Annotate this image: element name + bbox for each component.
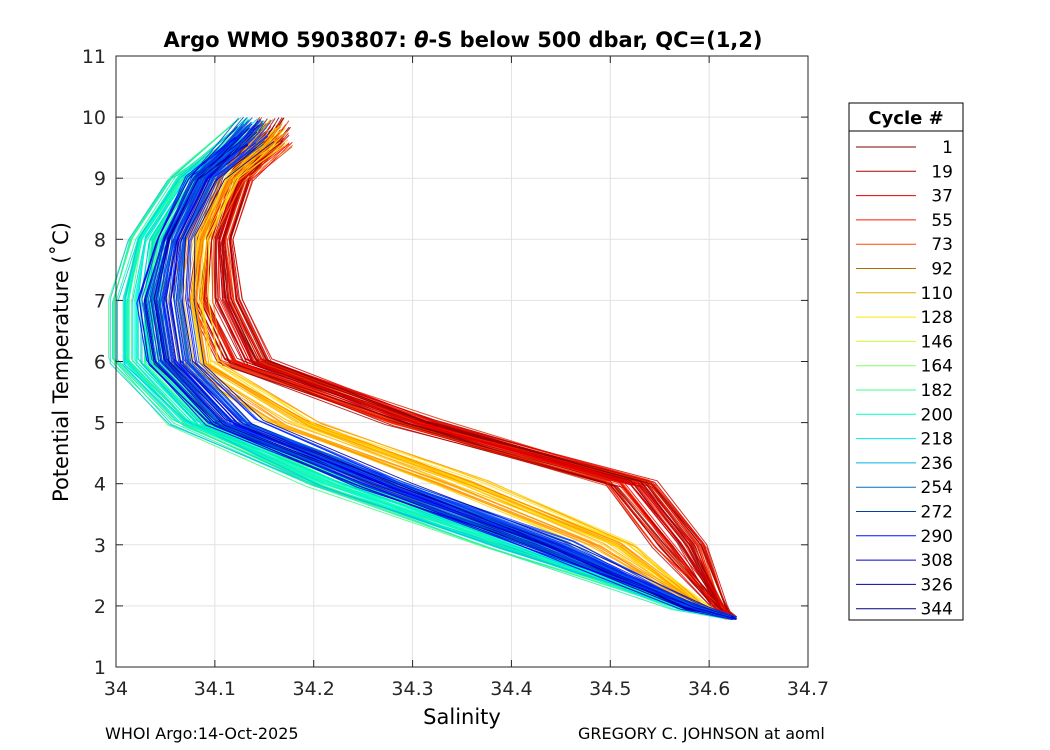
profile-line xyxy=(112,118,728,619)
y-tick-label: 7 xyxy=(94,290,106,312)
legend-label: 92 xyxy=(931,260,953,280)
y-tick-label: 6 xyxy=(94,352,106,374)
legend-label: 218 xyxy=(921,430,953,450)
footer-author: GREGORY C. JOHNSON at aoml xyxy=(578,724,825,743)
y-tick-label: 3 xyxy=(94,535,106,557)
grid-lines xyxy=(115,55,809,668)
profile-line xyxy=(170,124,734,619)
profile-line xyxy=(215,118,733,619)
profile-line xyxy=(187,146,733,618)
legend-label: 272 xyxy=(921,503,953,523)
x-axis-label: Salinity xyxy=(423,705,501,729)
profile-line xyxy=(203,141,737,618)
profile-line xyxy=(215,128,732,620)
profile-line xyxy=(148,116,737,620)
legend-label: 326 xyxy=(921,575,953,595)
legend-label: 164 xyxy=(921,357,953,377)
profile-line xyxy=(163,136,735,618)
profile-line xyxy=(161,137,736,619)
profile-line xyxy=(158,145,731,618)
legend-label: 146 xyxy=(921,332,953,352)
profile-line xyxy=(109,120,728,620)
profile-line xyxy=(124,116,731,619)
profile-line xyxy=(188,122,732,619)
x-tick-label: 34.5 xyxy=(589,678,631,700)
x-tick-label: 34.7 xyxy=(787,678,829,700)
legend-label: 73 xyxy=(931,235,953,255)
legend-label: 110 xyxy=(921,284,953,304)
profile-line xyxy=(229,143,733,619)
profile-line xyxy=(190,134,728,618)
profile-line xyxy=(165,142,735,618)
profile-line xyxy=(226,131,734,620)
legend-title: Cycle # xyxy=(868,108,943,129)
y-tick-label: 8 xyxy=(94,229,106,251)
profile-line xyxy=(162,129,732,620)
legend-label: 308 xyxy=(921,551,953,571)
legend-label: 19 xyxy=(931,162,953,182)
legend-label: 55 xyxy=(931,211,953,231)
profile-line xyxy=(136,136,732,620)
profile-line xyxy=(207,142,727,619)
profile-line xyxy=(177,139,733,618)
footer-source: WHOI Argo:14-Oct-2025 xyxy=(105,724,299,743)
profile-line xyxy=(229,126,734,619)
legend: Cycle # 1 19 37 55 73 92 110 128 146 164 182 200 218… xyxy=(848,102,964,621)
profile-line xyxy=(175,122,732,620)
profile-line xyxy=(168,133,732,619)
profile-line xyxy=(180,131,734,620)
profile-line xyxy=(156,128,733,619)
profile-line xyxy=(127,117,727,620)
profile-line xyxy=(155,144,736,618)
y-tick-label: 5 xyxy=(94,413,106,435)
legend-label: 236 xyxy=(921,454,953,474)
x-tick-label: 34.1 xyxy=(194,678,236,700)
chart-title: Argo WMO 5903807: θ-S below 500 dbar, QC… xyxy=(163,28,762,52)
profile-line xyxy=(232,141,734,618)
y-axis-ticks: 1 2 3 4 5 6 7 8 9 10 11 xyxy=(82,46,808,679)
profile-line xyxy=(138,136,734,619)
y-tick-label: 9 xyxy=(94,168,106,190)
y-tick-label: 4 xyxy=(94,474,106,496)
x-tick-label: 34.6 xyxy=(688,678,730,700)
x-tick-label: 34 xyxy=(104,678,128,700)
y-tick-label: 10 xyxy=(82,107,106,129)
x-tick-label: 34.2 xyxy=(293,678,335,700)
profile-line xyxy=(154,145,732,620)
profile-line xyxy=(165,136,732,619)
legend-label: 344 xyxy=(921,600,953,620)
profile-line xyxy=(161,131,729,618)
x-tick-label: 34.4 xyxy=(490,678,532,700)
profile-line xyxy=(199,122,728,621)
profile-line xyxy=(135,121,731,618)
legend-label: 182 xyxy=(921,381,953,401)
profile-line xyxy=(166,135,730,620)
legend-label: 290 xyxy=(921,527,953,547)
x-axis-ticks: 34 34.1 34.2 34.3 34.4 34.5 34.6 34.7 xyxy=(104,56,829,700)
profile-line xyxy=(144,132,732,619)
y-axis-label: Potential Temperature (˚C) xyxy=(49,222,73,502)
profile-line xyxy=(186,133,737,618)
x-tick-label: 34.3 xyxy=(391,678,433,700)
legend-label: 37 xyxy=(931,187,953,207)
profile-line xyxy=(176,145,730,619)
y-tick-label: 2 xyxy=(94,596,106,618)
legend-label: 200 xyxy=(921,405,953,425)
profile-line xyxy=(196,133,729,619)
profile-line xyxy=(185,135,734,620)
legend-label: 254 xyxy=(921,478,953,498)
profile-line xyxy=(198,126,728,620)
profile-line xyxy=(205,135,733,618)
legend-label: 1 xyxy=(942,138,953,158)
legend-box xyxy=(848,102,964,621)
legend-label: 128 xyxy=(921,308,953,328)
profile-line xyxy=(123,147,727,619)
y-tick-label: 11 xyxy=(82,46,106,68)
y-tick-label: 1 xyxy=(94,657,106,679)
profile-traces xyxy=(108,116,738,621)
